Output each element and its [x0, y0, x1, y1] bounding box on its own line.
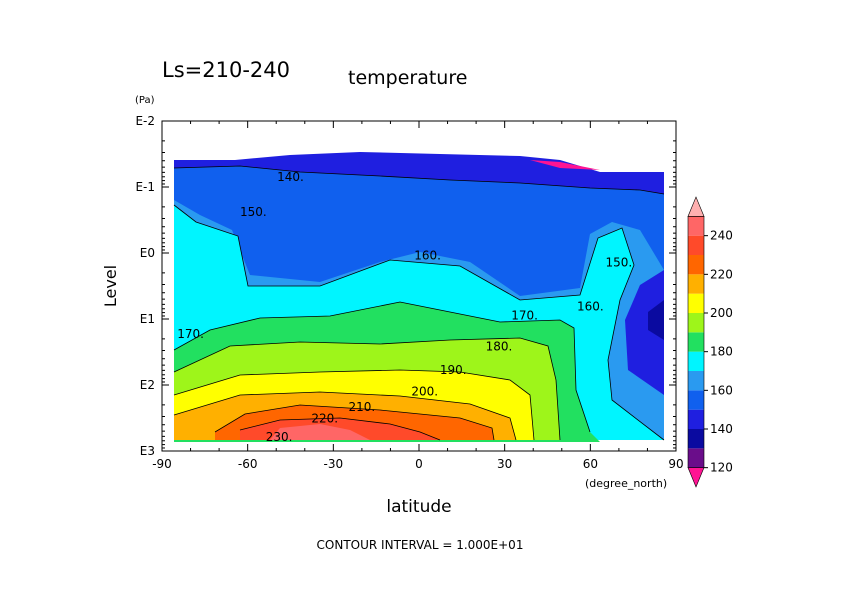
colorbar-label: 120: [710, 461, 733, 475]
colorbar-cell: [688, 429, 704, 449]
cold-core: [648, 300, 664, 340]
colorbar-cell: [687, 467, 705, 488]
colorbar-cell: [688, 448, 704, 468]
top-sliver: [530, 160, 600, 170]
y-axis-label: Level: [101, 265, 120, 307]
cold-pocket: [625, 270, 664, 395]
y-tick-label: E-2: [135, 114, 155, 128]
colorbar-cell: [688, 409, 704, 429]
colorbar-cell: [687, 196, 705, 217]
colorbar-cell: [688, 274, 704, 294]
contour-interval-note: CONTOUR INTERVAL = 1.000E+01: [317, 538, 524, 552]
band-230: [270, 424, 370, 440]
y-tick-label: E0: [140, 246, 155, 260]
contour-label: 230.: [266, 430, 293, 444]
contour-labels: 140. 150. 160. 150. 160. 170. 170. 180. 190.200.…: [177, 170, 632, 444]
colorbar-cell: [688, 255, 704, 275]
colorbar-cell: [688, 390, 704, 410]
y-tick-label: E2: [140, 378, 155, 392]
x-tick-label: -90: [152, 457, 172, 471]
contour-label: 210.: [349, 400, 376, 414]
contour-field: [162, 121, 676, 451]
colorbar: 120 140 160 180 200 220 240: [687, 196, 733, 488]
colorbar-cell: [688, 332, 704, 352]
x-units-label: (degree_north): [585, 477, 667, 490]
colorbar-label: 160: [710, 383, 733, 397]
contour-label: 150.: [240, 205, 267, 219]
colorbar-cell: [688, 313, 704, 333]
x-tick-label: 0: [415, 457, 423, 471]
y-units-label: (Pa): [135, 95, 155, 106]
x-tick-label: 30: [497, 457, 512, 471]
x-tick-label: 60: [583, 457, 598, 471]
contour-label: 180.: [486, 339, 513, 353]
colorbar-cell: [688, 371, 704, 391]
contour-label: 170.: [511, 308, 538, 322]
variable-title: temperature: [348, 67, 467, 89]
contour-label: 170.: [177, 327, 204, 341]
colorbar-frame: [687, 216, 705, 468]
x-tick-label: -30: [324, 457, 344, 471]
season-title: Ls=210-240: [162, 58, 290, 82]
colorbar-cell: [688, 216, 704, 236]
contour-label: 190.: [440, 363, 467, 377]
colorbar-label: 200: [710, 306, 733, 320]
y-tick-label: E3: [140, 444, 155, 458]
x-axis-label: latitude: [386, 497, 451, 517]
contour-label: 160.: [577, 300, 604, 314]
contour-label: 140.: [277, 170, 304, 184]
colorbar-label: 180: [710, 345, 733, 359]
x-tick-label: -60: [238, 457, 258, 471]
contour-label: 200.: [411, 385, 438, 399]
y-tick-label: E1: [140, 312, 155, 326]
colorbar-label: 240: [710, 229, 733, 243]
colorbar-label: 140: [710, 422, 733, 436]
axis-ticks: -90 -60 -30 0 30 60 90 E-2 E-1 E0 E1 E2 E3: [135, 114, 683, 471]
contour-label: 150.: [606, 256, 633, 270]
x-tick-label: 90: [668, 457, 683, 471]
y-tick-label: E-1: [135, 180, 155, 194]
colorbar-cell: [688, 293, 704, 313]
colorbar-cell: [688, 351, 704, 371]
colorbar-cell: [688, 235, 704, 255]
colorbar-label: 220: [710, 267, 733, 281]
contour-label: 160.: [414, 249, 441, 263]
contour-label: 220.: [311, 411, 338, 425]
